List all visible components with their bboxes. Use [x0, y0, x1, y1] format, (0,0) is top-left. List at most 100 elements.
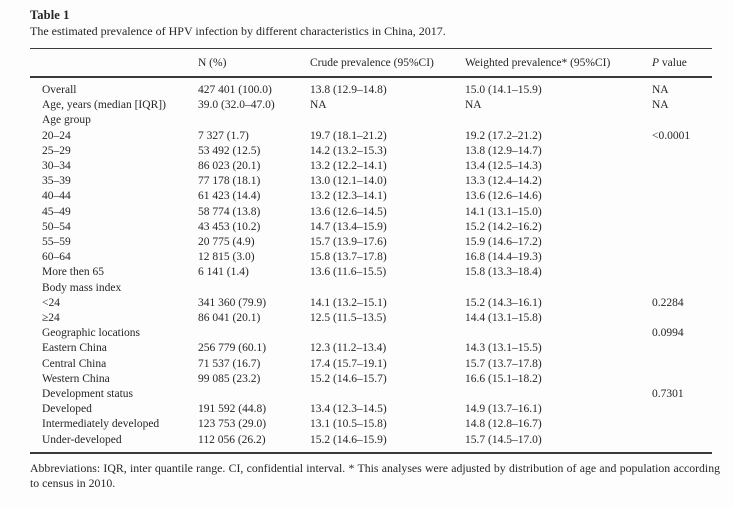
- row-label: Under-developed: [42, 433, 122, 446]
- table-label: Table 1: [30, 8, 70, 22]
- weighted-prevalence-cell: 15.7 (13.7–17.8): [465, 357, 542, 370]
- weighted-prevalence-cell: 14.9 (13.7–16.1): [465, 403, 542, 416]
- p-value-cell: [652, 402, 712, 417]
- table-row: 20–24 7 327 (1.7) 19.7 (18.1–21.2) 19.2 (17…: [30, 129, 712, 144]
- row-label: Development status: [42, 388, 134, 401]
- p-value-cell: [652, 189, 712, 204]
- row-label: 50–54: [42, 220, 71, 233]
- crude-prevalence-cell: 13.4 (12.3–14.5): [310, 403, 387, 416]
- row-label: <24: [42, 296, 60, 309]
- weighted-prevalence-cell: 16.6 (15.1–18.2): [465, 372, 542, 385]
- crude-prevalence-cell: 14.1 (13.2–15.1): [310, 296, 387, 309]
- n-cell: 99 085 (23.2): [198, 372, 261, 385]
- n-cell: 61 423 (14.4): [198, 190, 261, 203]
- n-cell: 256 779 (60.1): [198, 342, 267, 355]
- weighted-prevalence-cell: [465, 281, 652, 296]
- p-value-cell: [652, 205, 712, 220]
- weighted-prevalence-cell: 19.2 (17.2–21.2): [465, 129, 542, 142]
- table-row: Age group: [30, 113, 712, 128]
- n-cell: 427 401 (100.0): [198, 84, 272, 96]
- row-label: 60–64: [42, 251, 71, 264]
- table-row: Under-developed 112 056 (26.2) 15.2 (14.6–…: [30, 433, 712, 453]
- p-value-cell: [652, 144, 712, 159]
- n-cell: [198, 326, 310, 341]
- crude-prevalence-cell: NA: [310, 99, 327, 112]
- column-header-n: N (%): [198, 48, 310, 78]
- row-label: Central China: [42, 357, 107, 370]
- n-cell: 12 815 (3.0): [198, 251, 255, 264]
- weighted-prevalence-cell: 15.2 (14.3–16.1): [465, 296, 542, 309]
- row-label: Overall: [42, 84, 77, 96]
- weighted-prevalence-cell: [465, 326, 652, 341]
- weighted-prevalence-cell: 14.1 (13.1–15.0): [465, 205, 542, 218]
- p-value-cell: NA: [652, 84, 669, 96]
- p-value-cell: [652, 113, 712, 128]
- crude-prevalence-cell: 13.6 (12.6–14.5): [310, 205, 387, 218]
- table-row: Overall 427 401 (100.0) 13.8 (12.9–14.8) 15…: [30, 77, 712, 98]
- weighted-prevalence-cell: 15.2 (14.2–16.2): [465, 220, 542, 233]
- weighted-prevalence-cell: 13.4 (12.5–14.3): [465, 160, 542, 173]
- crude-prevalence-cell: 13.2 (12.3–14.1): [310, 190, 387, 203]
- table-header: N (%) Crude prevalence (95%CI) Weighted …: [30, 48, 712, 78]
- row-label: Body mass index: [42, 281, 122, 294]
- table-row: Geographic locations 0.0994: [30, 326, 712, 341]
- weighted-prevalence-cell: 16.8 (14.4–19.3): [465, 251, 542, 264]
- column-header-characteristic: [30, 48, 198, 78]
- p-value-cell: [652, 250, 712, 265]
- weighted-prevalence-cell: 15.9 (14.6–17.2): [465, 236, 542, 249]
- n-cell: [198, 113, 310, 128]
- row-label: 55–59: [42, 236, 71, 249]
- p-value-cell: [652, 281, 712, 296]
- table-footnote: Abbreviations: IQR, inter quantile range…: [30, 460, 720, 491]
- n-cell: 112 056 (26.2): [198, 433, 266, 446]
- n-cell: 6 141 (1.4): [198, 266, 249, 279]
- crude-prevalence-cell: [310, 387, 465, 402]
- crude-prevalence-cell: 13.6 (11.6–15.5): [310, 266, 387, 279]
- table-row: Intermediately developed 123 753 (29.0) 13…: [30, 417, 712, 432]
- table-row: More then 65 6 141 (1.4) 13.6 (11.6–15.5) 1…: [30, 265, 712, 280]
- table-row: 30–34 86 023 (20.1) 13.2 (12.2–14.1) 13.4 (…: [30, 159, 712, 174]
- weighted-prevalence-cell: 15.8 (13.3–18.4): [465, 266, 542, 279]
- crude-prevalence-cell: 15.7 (13.9–17.6): [310, 236, 387, 249]
- n-cell: [198, 387, 310, 402]
- table-caption: The estimated prevalence of HPV infectio…: [30, 24, 446, 38]
- p-value-cell: [652, 372, 712, 387]
- p-value-cell: NA: [652, 99, 669, 112]
- row-label: Developed: [42, 403, 92, 416]
- crude-prevalence-cell: 12.5 (11.5–13.5): [310, 312, 387, 325]
- p-value-cell: [652, 265, 712, 280]
- crude-prevalence-cell: 17.4 (15.7–19.1): [310, 357, 387, 370]
- n-cell: 86 041 (20.1): [198, 312, 261, 325]
- n-cell: 341 360 (79.9): [198, 296, 267, 309]
- table-row: <24 341 360 (79.9) 14.1 (13.2–15.1) 15.2 (1…: [30, 296, 712, 311]
- crude-prevalence-cell: [310, 326, 465, 341]
- row-label: More then 65: [42, 266, 104, 279]
- row-label: Eastern China: [42, 342, 107, 355]
- table-row: 35–39 77 178 (18.1) 13.0 (12.1–14.0) 13.3 (…: [30, 174, 712, 189]
- p-value-cell: [652, 159, 712, 174]
- n-cell: 191 592 (44.8): [198, 403, 267, 416]
- n-cell: 58 774 (13.8): [198, 205, 261, 218]
- p-value-cell: [652, 235, 712, 250]
- crude-prevalence-cell: 13.0 (12.1–14.0): [310, 175, 387, 188]
- crude-prevalence-cell: 13.8 (12.9–14.8): [310, 84, 387, 96]
- crude-prevalence-cell: 14.7 (13.4–15.9): [310, 220, 387, 233]
- crude-prevalence-cell: 15.8 (13.7–17.8): [310, 251, 387, 264]
- n-cell: 123 753 (29.0): [198, 418, 267, 431]
- p-value-cell: 0.2284: [652, 296, 684, 309]
- p-value-cell: [652, 311, 712, 326]
- crude-prevalence-cell: 13.2 (12.2–14.1): [310, 160, 387, 173]
- n-cell: 39.0 (32.0–47.0): [198, 99, 275, 112]
- row-label: 25–29: [42, 144, 71, 157]
- table-row: 55–59 20 775 (4.9) 15.7 (13.9–17.6) 15.9 (1…: [30, 235, 712, 250]
- weighted-prevalence-cell: 13.8 (12.9–14.7): [465, 144, 542, 157]
- n-cell: 7 327 (1.7): [198, 129, 249, 142]
- header-row: N (%) Crude prevalence (95%CI) Weighted …: [30, 48, 712, 78]
- weighted-prevalence-cell: 13.6 (12.6–14.6): [465, 190, 542, 203]
- crude-prevalence-cell: 13.1 (10.5–15.8): [310, 418, 387, 431]
- p-value-cell: [652, 433, 712, 453]
- crude-prevalence-cell: 15.2 (14.6–15.9): [310, 433, 387, 446]
- table-row: 60–64 12 815 (3.0) 15.8 (13.7–17.8) 16.8 (1…: [30, 250, 712, 265]
- table-row: 45–49 58 774 (13.8) 13.6 (12.6–14.5) 14.1 (…: [30, 205, 712, 220]
- prevalence-table: N (%) Crude prevalence (95%CI) Weighted …: [30, 48, 712, 454]
